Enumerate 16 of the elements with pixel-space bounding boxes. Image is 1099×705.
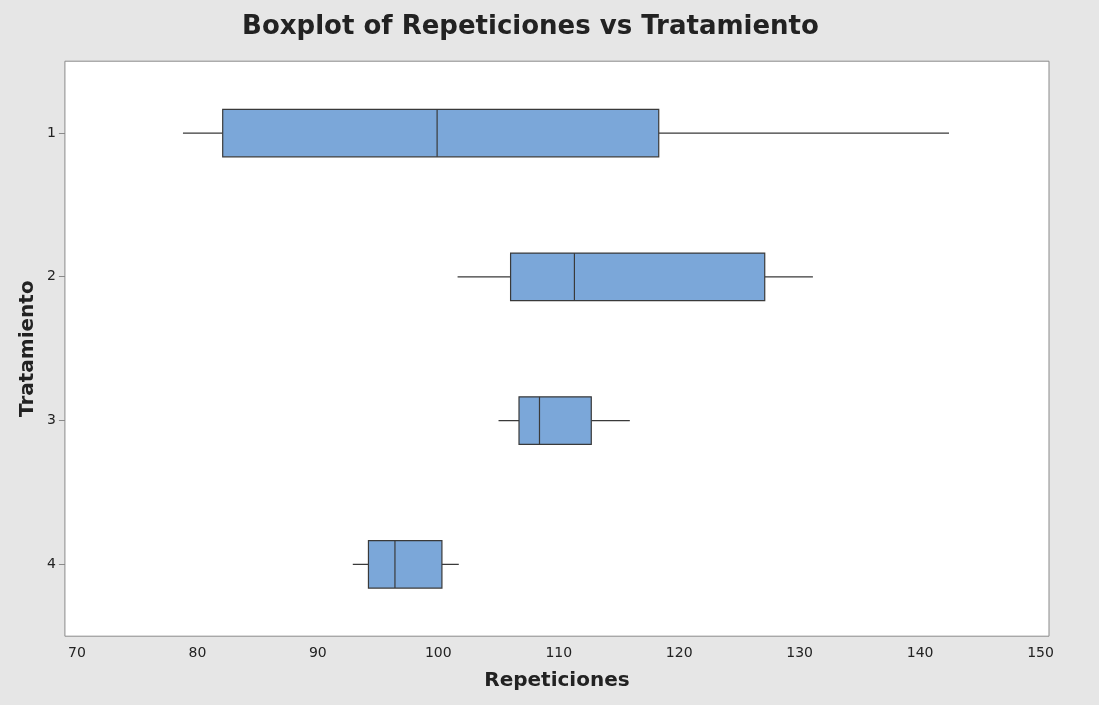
y-tick-label: 2 [46, 267, 56, 284]
x-tick-label: 70 [68, 644, 86, 661]
y-tick-label: 1 [46, 123, 56, 140]
x-tick-label: 120 [665, 644, 693, 661]
x-tick-label: 80 [188, 644, 207, 661]
x-axis-title: Repeticiones [484, 667, 630, 692]
x-tick-label: 110 [545, 644, 573, 661]
y-tick-label: 4 [46, 554, 56, 571]
chart-title: Boxplot of Repeticiones vs Tratamiento [242, 10, 819, 41]
x-tick-label: 140 [906, 644, 934, 661]
x-tick-label: 90 [308, 644, 327, 661]
x-tick-label: 150 [1027, 644, 1054, 661]
x-tick-label: 130 [786, 644, 814, 661]
y-tick-label: 3 [46, 411, 56, 428]
y-axis-title: Tratamiento [14, 280, 39, 418]
x-tick-label: 100 [424, 644, 452, 661]
